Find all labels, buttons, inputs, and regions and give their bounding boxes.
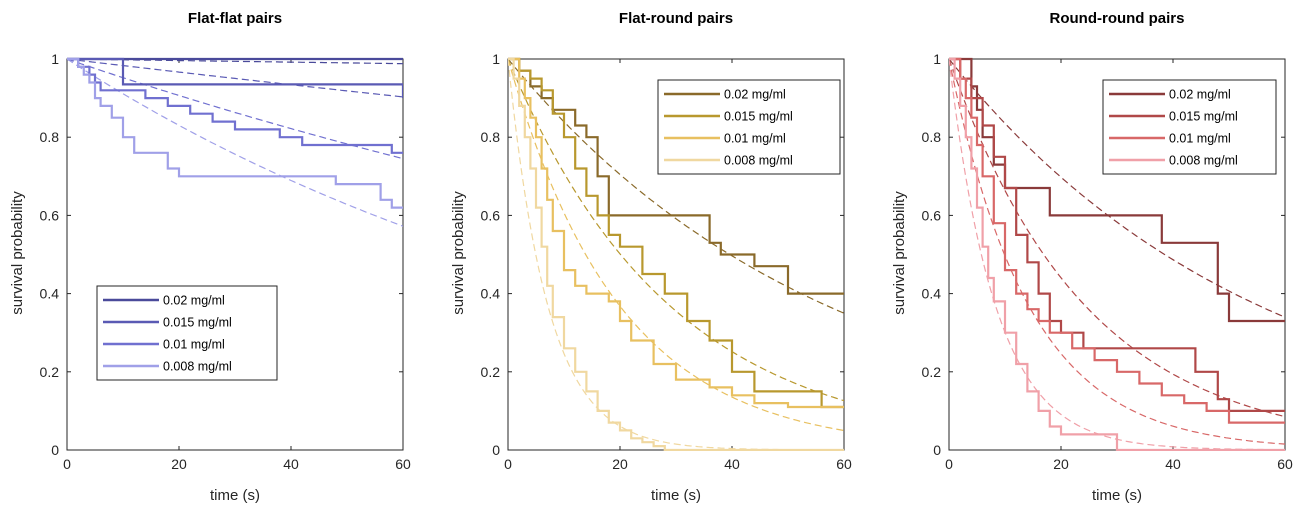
x-tick-label: 40 [283, 456, 299, 472]
legend-label: 0.01 mg/ml [1169, 132, 1231, 146]
y-tick-label: 1 [933, 51, 941, 67]
y-tick-label: 0.6 [40, 207, 60, 223]
fit-curve [508, 58, 844, 432]
y-tick-label: 0 [933, 442, 941, 458]
series-line [67, 57, 403, 154]
y-tick-label: 0.4 [40, 286, 60, 302]
series-line [949, 57, 1285, 451]
panel-round-round: Round-round pairs survival probability t… [891, 10, 1293, 504]
y-tick-label: 0.8 [922, 129, 942, 145]
y-axis-label: survival probability [450, 191, 467, 315]
panel-flat-flat: Flat-flat pairs survival probability tim… [9, 10, 411, 504]
y-axis-label: survival probability [9, 191, 26, 315]
y-axis-label: survival probability [891, 191, 908, 315]
fit-curve [949, 58, 1285, 318]
legend-label: 0.01 mg/ml [163, 338, 225, 352]
y-tick-label: 0.8 [40, 129, 60, 145]
y-tick-label: 0.6 [481, 207, 501, 223]
y-tick-label: 0 [51, 442, 59, 458]
legend-label: 0.015 mg/ml [163, 316, 232, 330]
fit-curve [67, 58, 403, 227]
legend-label: 0.015 mg/ml [1169, 110, 1238, 124]
series-line [508, 57, 844, 451]
series-line [67, 57, 403, 209]
x-tick-label: 20 [1053, 456, 1069, 472]
legend-box [1102, 79, 1277, 175]
x-axis-label: time (s) [210, 487, 260, 504]
y-tick-label: 1 [492, 51, 500, 67]
legend-label: 0.02 mg/ml [724, 88, 786, 102]
panel-title: Round-round pairs [1050, 10, 1185, 27]
legend-label: 0.008 mg/ml [724, 154, 793, 168]
panel-flat-round: Flat-round pairs survival probability ti… [450, 10, 852, 504]
y-tick-label: 0.8 [481, 129, 501, 145]
legend-label: 0.02 mg/ml [1169, 88, 1231, 102]
series-line [67, 57, 403, 99]
legend-label: 0.008 mg/ml [163, 360, 232, 374]
y-tick-label: 0.2 [40, 364, 60, 380]
panel-title: Flat-round pairs [619, 10, 733, 27]
series-line [949, 57, 1285, 424]
y-tick-label: 0.4 [481, 286, 501, 302]
y-tick-label: 0.2 [922, 364, 942, 380]
series-line [949, 57, 1285, 323]
x-tick-label: 60 [395, 456, 411, 472]
x-axis-label: time (s) [1092, 487, 1142, 504]
series-line [508, 57, 844, 409]
fit-curve [508, 58, 844, 402]
legend-label: 0.008 mg/ml [1169, 154, 1238, 168]
legend-label: 0.02 mg/ml [163, 294, 225, 308]
x-tick-label: 40 [724, 456, 740, 472]
y-tick-label: 1 [51, 51, 59, 67]
x-tick-label: 0 [63, 456, 71, 472]
y-tick-label: 0.6 [922, 207, 942, 223]
x-tick-label: 20 [171, 456, 187, 472]
legend-label: 0.01 mg/ml [724, 132, 786, 146]
panel-title: Flat-flat pairs [188, 10, 282, 27]
x-tick-label: 40 [1165, 456, 1181, 472]
x-tick-label: 60 [1277, 456, 1293, 472]
legend-label: 0.015 mg/ml [724, 110, 793, 124]
x-tick-label: 20 [612, 456, 628, 472]
series-line [949, 57, 1285, 412]
x-tick-label: 0 [945, 456, 953, 472]
x-tick-label: 0 [504, 456, 512, 472]
y-tick-label: 0 [492, 442, 500, 458]
y-tick-label: 0.4 [922, 286, 942, 302]
series-line [508, 57, 844, 409]
legend-box [657, 79, 841, 175]
legend-box [96, 285, 278, 381]
y-tick-label: 0.2 [481, 364, 501, 380]
x-axis-label: time (s) [651, 487, 701, 504]
x-tick-label: 60 [836, 456, 852, 472]
